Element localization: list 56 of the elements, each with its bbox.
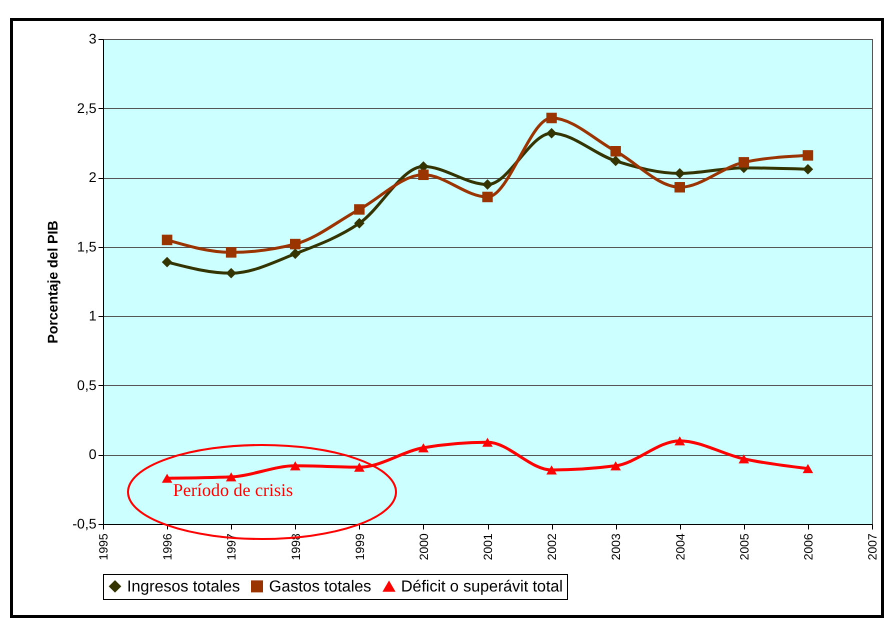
point (610, 156, 621, 166)
point (162, 474, 172, 483)
legend-label: Gastos totales (269, 578, 372, 596)
point (674, 182, 685, 193)
point (610, 461, 621, 470)
annotation: Período de crisis (173, 480, 293, 500)
x-tick-label: 2005 (737, 533, 752, 560)
x-tick-label: 2001 (481, 533, 495, 560)
point (226, 472, 236, 482)
x-tick-label: 2006 (801, 533, 816, 560)
point (482, 179, 493, 190)
point (290, 238, 300, 250)
point (418, 170, 429, 180)
point (802, 150, 814, 161)
x-tick-label: 2002 (545, 533, 560, 560)
point (482, 438, 493, 447)
point (738, 454, 750, 464)
point (546, 465, 557, 474)
point (162, 234, 172, 246)
point (482, 192, 493, 202)
y-tick-label: 2 (88, 169, 97, 186)
y-tick-label: 1 (88, 308, 97, 324)
x-tick-label: 1997 (224, 533, 239, 560)
y-tick-label: 3 (88, 30, 97, 46)
point (226, 247, 236, 258)
x-tick-label: 1996 (160, 533, 175, 560)
point (354, 218, 365, 229)
y-axis-title: Porcentaje del PIB (44, 220, 60, 344)
x-tick-label: 1999 (352, 533, 367, 560)
point (674, 168, 685, 179)
point (418, 443, 429, 452)
legend-label: Déficit o superávit total (401, 578, 563, 596)
point (674, 436, 685, 446)
x-tick-label: 2000 (416, 533, 431, 560)
point (162, 256, 172, 268)
point (738, 157, 750, 168)
point (290, 248, 300, 260)
legend-label: Ingresos totales (127, 578, 240, 596)
point (802, 464, 814, 474)
point (546, 112, 557, 124)
point (802, 164, 814, 174)
point (226, 268, 236, 278)
point (290, 461, 300, 470)
x-tick-label: 2007 (866, 533, 880, 560)
y-tick-label: 2,5 (77, 100, 97, 116)
y-tick-label: 1,5 (77, 238, 97, 254)
point (354, 204, 365, 215)
point (354, 462, 365, 472)
y-tick-label: 0,5 (77, 376, 97, 393)
x-tick-label: 2004 (673, 533, 688, 560)
x-tick-label: 2003 (609, 533, 624, 560)
y-tick-label: -0,5 (72, 516, 97, 532)
point (546, 128, 557, 138)
x-tick-label: 1995 (96, 533, 110, 560)
point (610, 146, 621, 156)
y-tick-label: 0 (88, 446, 97, 462)
